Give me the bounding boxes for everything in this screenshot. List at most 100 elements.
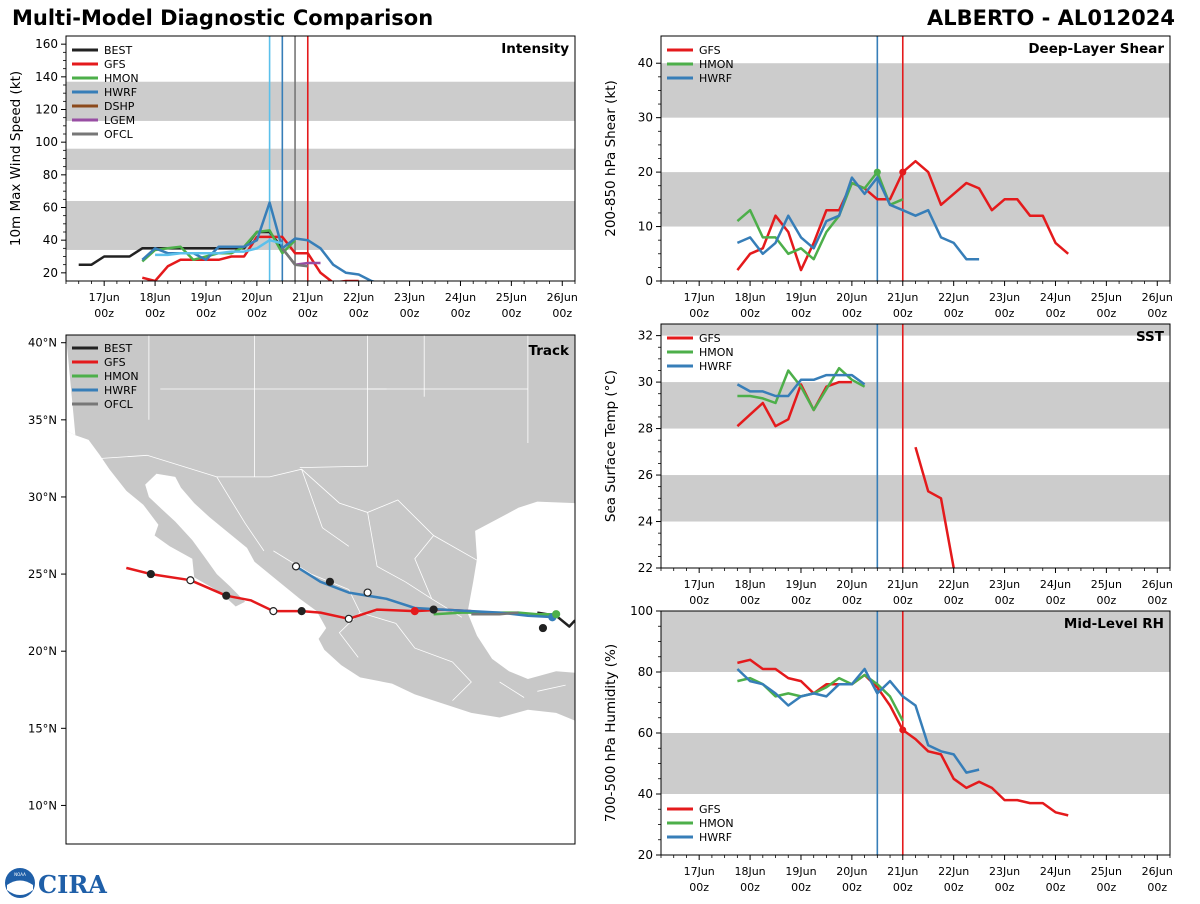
x-tick-date: 24Jun [445, 291, 476, 304]
x-tick-date: 25Jun [496, 291, 527, 304]
y-tick-label: 20 [638, 165, 653, 179]
map-frame [65, 334, 576, 845]
x-tick-hour: 00z [552, 307, 572, 320]
x-tick-date: 22Jun [938, 291, 969, 304]
x-tick-hour: 00z [1046, 594, 1066, 607]
chart-title: Track [529, 343, 570, 359]
x-tick-hour: 00z [944, 881, 964, 894]
x-tick-hour: 00z [689, 307, 709, 320]
x-tick-date: 26Jun [1142, 578, 1173, 591]
series-line-hwrf [736, 176, 980, 261]
track-marker-gfs [410, 606, 419, 616]
x-tick-date: 18Jun [734, 291, 765, 304]
plot-frame [660, 610, 1171, 856]
chart-shear: 0 10 20 30 40 17Jun 00z 18Jun 00z 19Jun 00z 20Jun 00… [603, 35, 1173, 320]
x-tick-date: 19Jun [785, 865, 816, 878]
x-tick-hour: 00z [944, 307, 964, 320]
x-tick-date: 25Jun [1091, 291, 1122, 304]
legend-label: HMON [699, 817, 734, 830]
x-tick-date: 17Jun [684, 291, 715, 304]
y-tick-label: 120 [35, 103, 58, 117]
chart-title: Intensity [501, 41, 569, 57]
legend-label: HWRF [699, 360, 732, 373]
x-tick-hour: 00z [1147, 594, 1167, 607]
x-tick-date: 23Jun [989, 578, 1020, 591]
plot-area [736, 324, 955, 568]
x-tick-date: 20Jun [836, 291, 867, 304]
y-axis-label: 700-500 hPa Humidity (%) [603, 644, 619, 822]
chart-intensity: 20 40 60 80 100 120 140 160 17Jun 00z 18Jun 00z 19Ju… [8, 35, 578, 320]
track-marker-best [538, 623, 548, 633]
legend-label: HMON [699, 346, 734, 359]
lat-tick-label: 30°N [28, 490, 57, 504]
y-tick-label: 22 [638, 561, 653, 575]
chart-title: Mid-Level RH [1064, 616, 1164, 632]
state-border [301, 469, 350, 547]
state-border [101, 454, 478, 561]
x-tick-hour: 00z [400, 307, 420, 320]
plot-area [78, 36, 377, 281]
x-tick-date: 24Jun [1040, 865, 1071, 878]
series-line-hwrf [736, 667, 980, 774]
legend-label: GFS [104, 58, 126, 71]
x-tick-hour: 00z [1046, 307, 1066, 320]
x-tick-date: 18Jun [139, 291, 170, 304]
left-title: Multi-Model Diagnostic Comparison [12, 6, 434, 30]
x-tick-hour: 00z [995, 594, 1015, 607]
y-tick-label: 40 [638, 56, 653, 70]
legend-label: HMON [104, 370, 139, 383]
x-tick-date: 24Jun [1040, 291, 1071, 304]
y-tick-label: 60 [43, 201, 58, 215]
plot-area [736, 611, 1069, 855]
shade-band [66, 148, 575, 170]
track-marker-gfs [222, 591, 231, 600]
x-tick-hour: 00z [145, 307, 165, 320]
chart-title: Deep-Layer Shear [1028, 41, 1164, 57]
legend-label: GFS [699, 332, 721, 345]
bands [661, 324, 1170, 522]
legend-label: BEST [104, 342, 132, 355]
y-tick-label: 160 [35, 37, 58, 51]
plot-frame [660, 323, 1171, 569]
x-tick-hour: 00z [842, 594, 862, 607]
x-tick-date: 21Jun [887, 865, 918, 878]
x-tick-hour: 00z [995, 307, 1015, 320]
x-tick-hour: 00z [501, 307, 521, 320]
lat-tick-label: 40°N [28, 336, 57, 350]
track-marker-gfs [146, 569, 155, 579]
x-tick-hour: 00z [893, 881, 913, 894]
x-tick-date: 21Jun [887, 578, 918, 591]
series-line-hmon [737, 366, 866, 412]
x-tick-hour: 00z [689, 594, 709, 607]
y-tick-label: 0 [645, 274, 653, 288]
y-tick-label: 40 [638, 787, 653, 801]
x-tick-hour: 00z [740, 594, 760, 607]
x-tick-date: 17Jun [89, 291, 120, 304]
legend-label: HMON [699, 58, 734, 71]
x-tick-date: 20Jun [241, 291, 272, 304]
legend-label: HWRF [699, 831, 732, 844]
map-area [66, 335, 575, 721]
y-tick-label: 80 [638, 665, 653, 679]
x-tick-hour: 00z [791, 594, 811, 607]
state-border [338, 612, 361, 658]
track-marker-hmon [552, 610, 561, 619]
lat-tick-label: 20°N [28, 644, 57, 658]
x-tick-date: 22Jun [343, 291, 374, 304]
shade-band [661, 324, 1170, 336]
track-line-ofcl [471, 611, 519, 616]
state-border [452, 661, 472, 701]
state-border [367, 512, 406, 583]
track-marker-gfs [269, 606, 278, 616]
x-tick-date: 22Jun [938, 578, 969, 591]
x-tick-hour: 00z [791, 881, 811, 894]
x-tick-hour: 00z [247, 307, 267, 320]
x-tick-date: 21Jun [292, 291, 323, 304]
x-tick-date: 23Jun [989, 291, 1020, 304]
chart-rh: 20 40 60 80 100 17Jun 00z 18Jun 00z 19Jun 00z 20Jun… [603, 604, 1173, 894]
track-marker-gfs [186, 576, 195, 585]
y-tick-label: 100 [35, 135, 58, 149]
shade-band [661, 733, 1170, 794]
legend-label: OFCL [104, 128, 134, 141]
x-tick-date: 21Jun [887, 291, 918, 304]
